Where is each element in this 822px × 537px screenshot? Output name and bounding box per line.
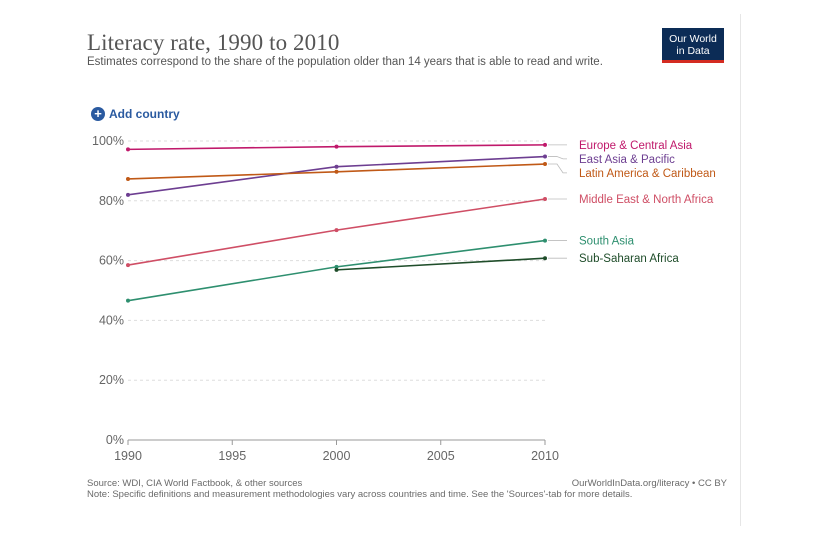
data-point — [126, 192, 130, 197]
y-tick-label: 40% — [99, 313, 124, 327]
x-tick-label: 2000 — [323, 449, 351, 463]
note-text: Note: Specific definitions and measureme… — [87, 489, 633, 500]
data-point — [543, 142, 547, 147]
y-tick-label: 0% — [106, 433, 124, 447]
logo-line-1: Our World — [669, 33, 717, 45]
data-point — [334, 144, 339, 149]
legend-label: East Asia & Pacific — [579, 154, 675, 166]
y-tick-label: 60% — [99, 254, 124, 268]
x-tick-label: 1990 — [114, 449, 142, 463]
legend-label: Europe & Central Asia — [579, 140, 693, 152]
add-country-button[interactable]: + Add country — [91, 106, 180, 122]
data-point — [334, 228, 339, 233]
legend-label: Sub-Saharan Africa — [579, 253, 679, 265]
x-tick-label: 2010 — [531, 449, 559, 463]
add-country-label: Add country — [109, 107, 180, 121]
data-point — [334, 267, 339, 272]
x-tick-label: 1995 — [218, 449, 246, 463]
data-point — [334, 169, 339, 174]
legend-label: Latin America & Caribbean — [579, 168, 716, 180]
data-point — [543, 154, 547, 159]
y-tick-label: 80% — [99, 194, 124, 208]
data-point — [543, 256, 547, 261]
data-point — [543, 238, 547, 243]
series-line — [336, 257, 546, 271]
legend-label: South Asia — [579, 236, 635, 248]
data-point — [334, 264, 339, 269]
data-point — [126, 147, 130, 152]
logo-line-2: in Data — [676, 45, 710, 57]
series-line — [127, 155, 546, 196]
chart-title: Literacy rate, 1990 to 2010 — [87, 30, 340, 55]
owid-logo[interactable]: Our World in Data — [662, 28, 724, 63]
data-point — [126, 263, 130, 268]
y-tick-label: 20% — [99, 373, 124, 387]
data-point — [126, 298, 130, 303]
plus-circle-icon: + — [91, 107, 105, 121]
source-url-link[interactable]: OurWorldInData.org/literacy • CC BY — [571, 478, 727, 489]
chart-subtitle: Estimates correspond to the share of the… — [87, 56, 603, 68]
chart-footer: Source: WDI, CIA World Factbook, & other… — [87, 478, 727, 500]
legend-connector — [548, 156, 567, 160]
chart-card: Literacy rate, 1990 to 2010 Estimates co… — [73, 14, 741, 526]
data-point — [543, 197, 547, 202]
y-tick-label: 100% — [92, 134, 124, 148]
x-tick-label: 2005 — [427, 449, 455, 463]
line-chart: 0% 20% 40% 60% 80% 100% 1990 1995 2000 2005 2010 Eu… — [92, 134, 716, 463]
data-point — [543, 162, 547, 167]
legend-label: Middle East & North Africa — [579, 194, 714, 206]
data-point — [334, 164, 339, 169]
legend-connector — [548, 163, 567, 174]
source-text: Source: WDI, CIA World Factbook, & other… — [87, 478, 303, 489]
data-point — [126, 176, 130, 181]
